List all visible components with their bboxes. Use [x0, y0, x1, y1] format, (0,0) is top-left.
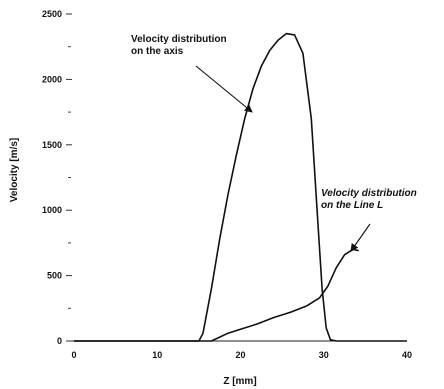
x-axis-label: Z [mm]: [223, 376, 256, 387]
y-axis-label: Velocity [m/s]: [9, 138, 20, 202]
x-tick-label: 20: [235, 350, 245, 360]
y-tick-label: 1500: [42, 140, 62, 150]
line-l-velocity-annotation: Velocity distribution on the Line L: [321, 188, 417, 211]
x-tick-label: 40: [402, 350, 412, 360]
axis-velocity-series-line: [74, 32, 407, 342]
y-tick-label: 500: [47, 271, 62, 281]
axes: 0 500 1000 1500 2000 2500 0 10 20 30 40: [42, 9, 412, 360]
y-tick-label: 0: [57, 336, 62, 346]
y-tick-label: 1000: [42, 205, 62, 215]
annotation-line: Velocity distribution: [321, 188, 417, 199]
annotation-line: on the axis: [131, 46, 184, 57]
annotation-layer: Velocity distribution on the axisVelocity…: [131, 34, 417, 252]
line-l-velocity-series-line: [74, 248, 359, 342]
axis-velocity-arrow: [195, 65, 253, 113]
y-tick-label: 2500: [42, 9, 62, 19]
y-tick-label: 2000: [42, 74, 62, 84]
axis-velocity-annotation: Velocity distribution on the axis: [131, 34, 227, 57]
x-tick-label: 0: [71, 350, 76, 360]
annotation-line: Velocity distribution: [131, 34, 227, 45]
line-l-velocity-arrow: [350, 223, 371, 252]
x-tick-label: 10: [152, 350, 162, 360]
x-tick-label: 30: [319, 350, 329, 360]
annotation-line: on the Line L: [321, 200, 383, 211]
series-layer: [74, 32, 407, 342]
